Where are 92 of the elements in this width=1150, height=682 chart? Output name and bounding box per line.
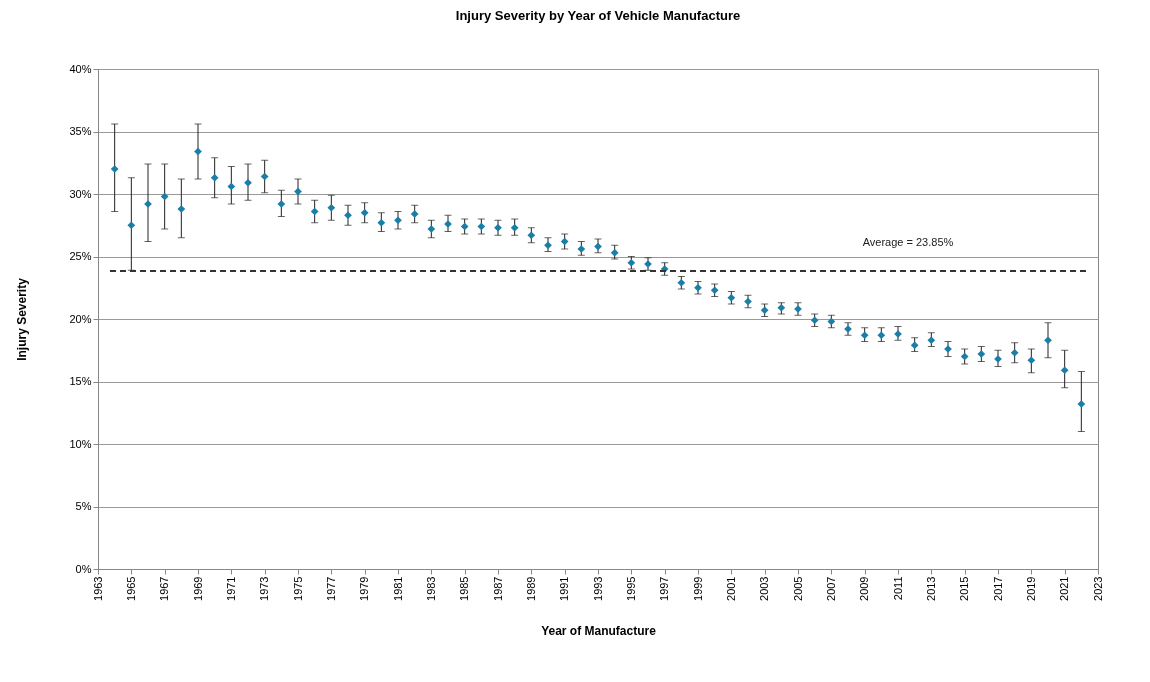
- point: [360, 208, 369, 217]
- point: [727, 293, 736, 302]
- y-tick-label: 15%: [69, 375, 92, 387]
- x-tick-label: 1993: [591, 576, 604, 601]
- point: [977, 350, 986, 358]
- x-tick-label: 1973: [258, 576, 271, 601]
- point: [610, 248, 619, 257]
- point: [327, 203, 336, 212]
- point: [1027, 356, 1036, 365]
- point: [510, 223, 519, 232]
- x-tick-label: 1979: [358, 576, 371, 601]
- point: [627, 258, 636, 267]
- x-tick-label: 1963: [91, 576, 104, 601]
- point: [877, 331, 886, 340]
- x-axis-title: Year of Manufacture: [541, 623, 657, 638]
- x-tick-label: 2003: [758, 576, 771, 601]
- x-tick-label: 1983: [424, 576, 437, 601]
- x-tick-label: 2005: [791, 576, 804, 601]
- x-tick-label: 2023: [1091, 576, 1104, 601]
- x-tick-label: 2021: [1058, 576, 1071, 601]
- point: [527, 231, 536, 240]
- x-tick-label: 1981: [391, 576, 404, 601]
- y-tick-label: 0%: [75, 562, 92, 575]
- point: [294, 187, 302, 196]
- point: [377, 218, 386, 227]
- point: [277, 200, 286, 208]
- y-tick-label: 35%: [69, 125, 92, 137]
- point: [577, 245, 586, 253]
- point: [827, 317, 836, 326]
- point: [760, 306, 769, 315]
- y-tick-label: 30%: [69, 187, 92, 200]
- x-tick-label: 1997: [658, 576, 671, 601]
- y-tick-label: 5%: [75, 500, 92, 512]
- point: [594, 242, 602, 251]
- point: [477, 222, 486, 231]
- x-tick-label: 1987: [491, 576, 504, 601]
- point: [110, 165, 119, 173]
- point: [194, 147, 202, 156]
- point: [260, 172, 269, 181]
- x-tick-label: 1991: [558, 576, 571, 601]
- point: [927, 336, 936, 345]
- y-tick-label: 20%: [69, 312, 92, 325]
- point: [1010, 348, 1019, 357]
- x-tick-label: 2019: [1024, 576, 1037, 601]
- point: [127, 221, 136, 230]
- x-tick-label: 1977: [324, 576, 337, 601]
- point: [394, 216, 402, 225]
- point: [860, 331, 869, 340]
- point: [494, 223, 502, 232]
- x-tick-label: 1967: [158, 576, 171, 601]
- point: [160, 192, 169, 201]
- point: [460, 222, 469, 231]
- x-tick-label: 2001: [724, 576, 737, 601]
- ref-line-label: Average = 23.85%: [862, 235, 954, 248]
- point: [244, 178, 252, 187]
- y-tick-label: 40%: [69, 62, 92, 75]
- x-tick-label: 2007: [824, 576, 837, 601]
- x-tick-label: 1999: [691, 576, 704, 601]
- x-tick-label: 2011: [891, 576, 904, 601]
- point: [210, 173, 219, 182]
- point: [1044, 336, 1052, 345]
- x-tick-label: 1965: [124, 576, 137, 601]
- point: [227, 182, 236, 191]
- x-tick-label: 1989: [524, 576, 537, 601]
- point: [560, 237, 569, 246]
- x-tick-label: 1969: [191, 576, 204, 601]
- point: [1060, 366, 1069, 375]
- point: [910, 341, 919, 350]
- x-tick-label: 1971: [224, 576, 237, 601]
- point: [1077, 400, 1086, 408]
- x-tick-label: 1995: [624, 576, 637, 601]
- point: [810, 316, 819, 325]
- x-tick-label: 2009: [858, 576, 871, 601]
- x-tick-label: 1985: [458, 576, 471, 601]
- x-tick-label: 2015: [958, 576, 971, 601]
- point: [544, 241, 552, 250]
- x-tick-label: 2017: [991, 576, 1004, 601]
- point: [344, 211, 352, 220]
- point: [177, 205, 186, 213]
- point: [677, 278, 686, 287]
- point: [960, 352, 969, 361]
- y-tick-label: 10%: [69, 437, 92, 450]
- point: [777, 303, 786, 312]
- x-tick-label: 1975: [291, 576, 304, 601]
- point: [427, 225, 436, 233]
- point: [310, 207, 319, 216]
- y-axis-title: Injury Severity: [15, 277, 30, 361]
- chart-title: Injury Severity by Year of Vehicle Manufacture: [455, 8, 741, 23]
- point: [410, 210, 419, 218]
- point: [710, 286, 719, 295]
- x-tick-label: 2013: [924, 576, 937, 601]
- y-tick-label: 25%: [69, 250, 92, 262]
